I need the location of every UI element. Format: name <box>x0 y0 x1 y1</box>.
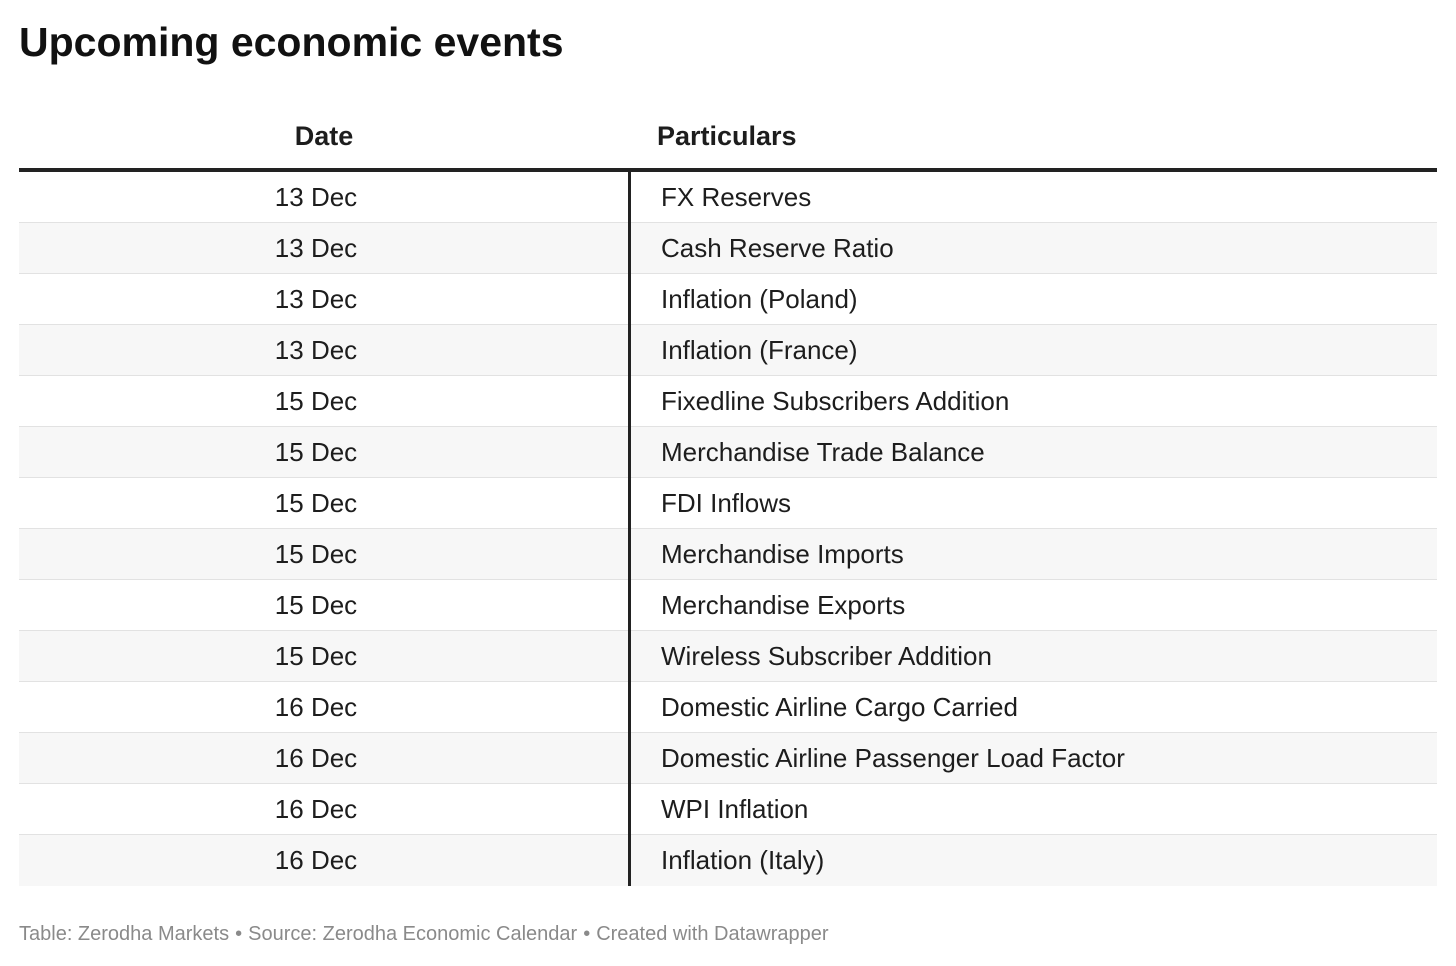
table-row: 16 Dec Inflation (Italy) <box>19 835 1437 886</box>
table-header: Date Particulars <box>19 108 1437 172</box>
particulars-cell: Merchandise Imports <box>661 539 904 569</box>
particulars-cell: Domestic Airline Cargo Carried <box>661 692 1018 722</box>
column-divider <box>628 427 631 478</box>
date-cell: 16 Dec <box>274 743 358 773</box>
particulars-cell: Inflation (Poland) <box>661 284 858 314</box>
column-divider <box>628 376 631 427</box>
date-cell: 15 Dec <box>274 590 358 620</box>
column-divider <box>628 733 631 784</box>
column-divider <box>628 784 631 835</box>
date-cell: 15 Dec <box>274 488 358 518</box>
table-credit: Table: Zerodha Markets <box>19 923 230 945</box>
table-row: 13 Dec Cash Reserve Ratio <box>19 223 1437 274</box>
particulars-cell: Merchandise Trade Balance <box>661 437 985 467</box>
table-row: 16 Dec WPI Inflation <box>19 784 1437 835</box>
source-credit: Source: Zerodha Economic Calendar <box>248 923 578 945</box>
table-row: 13 Dec Inflation (Poland) <box>19 274 1437 325</box>
particulars-cell: Cash Reserve Ratio <box>661 233 894 263</box>
separator-dot: • <box>583 923 591 945</box>
date-cell: 15 Dec <box>274 539 358 569</box>
column-divider <box>628 631 631 682</box>
date-cell: 16 Dec <box>274 845 358 875</box>
column-divider <box>628 529 631 580</box>
particulars-cell: Merchandise Exports <box>661 590 906 620</box>
separator-dot: • <box>235 923 243 945</box>
created-with-credit: Created with Datawrapper <box>596 923 829 945</box>
events-table: Date Particulars 13 Dec FX Reserves 13 Dec… <box>19 108 1437 886</box>
date-cell: 13 Dec <box>274 182 358 212</box>
column-divider <box>628 580 631 631</box>
date-cell: 13 Dec <box>274 335 358 365</box>
particulars-cell: Wireless Subscriber Addition <box>661 641 992 671</box>
table-row: 16 Dec Domestic Airline Cargo Carried <box>19 682 1437 733</box>
column-divider <box>628 835 631 886</box>
table-row: 15 Dec Merchandise Trade Balance <box>19 427 1437 478</box>
column-divider <box>628 478 631 529</box>
date-cell: 15 Dec <box>274 437 358 467</box>
particulars-cell: FX Reserves <box>661 182 812 212</box>
column-header-particulars[interactable]: Particulars <box>657 121 797 151</box>
table-row: 15 Dec Fixedline Subscribers Addition <box>19 376 1437 427</box>
table-body: 13 Dec FX Reserves 13 Dec Cash Reserve Rati… <box>19 172 1437 886</box>
table-row: 15 Dec Merchandise Exports <box>19 580 1437 631</box>
date-cell: 13 Dec <box>274 284 358 314</box>
column-divider <box>628 274 631 325</box>
column-divider <box>628 223 631 274</box>
particulars-cell: Inflation (France) <box>661 335 858 365</box>
table-row: 16 Dec Domestic Airline Passenger Load Fa… <box>19 733 1437 784</box>
footer-credits: Table: Zerodha Markets • Source: Zerodha E… <box>19 918 829 950</box>
column-divider <box>628 682 631 733</box>
particulars-cell: WPI Inflation <box>661 794 809 824</box>
date-cell: 15 Dec <box>274 386 358 416</box>
date-cell: 15 Dec <box>274 641 358 671</box>
column-divider <box>628 172 631 223</box>
table-row: 15 Dec Merchandise Imports <box>19 529 1437 580</box>
table-row: 13 Dec Inflation (France) <box>19 325 1437 376</box>
table-row: 13 Dec FX Reserves <box>19 172 1437 223</box>
date-cell: 13 Dec <box>274 233 358 263</box>
particulars-cell: Domestic Airline Passenger Load Factor <box>661 743 1125 773</box>
page-title: Upcoming economic events <box>19 19 564 65</box>
date-cell: 16 Dec <box>274 794 358 824</box>
particulars-cell: FDI Inflows <box>661 488 792 518</box>
table-row: 15 Dec FDI Inflows <box>19 478 1437 529</box>
particulars-cell: Inflation (Italy) <box>661 845 825 875</box>
table-row: 15 Dec Wireless Subscriber Addition <box>19 631 1437 682</box>
particulars-cell: Fixedline Subscribers Addition <box>661 386 1010 416</box>
column-header-date[interactable]: Date <box>294 121 354 151</box>
column-divider <box>628 325 631 376</box>
date-cell: 16 Dec <box>274 692 358 722</box>
